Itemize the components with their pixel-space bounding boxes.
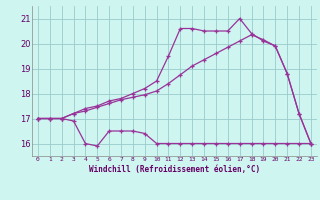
X-axis label: Windchill (Refroidissement éolien,°C): Windchill (Refroidissement éolien,°C) — [89, 165, 260, 174]
